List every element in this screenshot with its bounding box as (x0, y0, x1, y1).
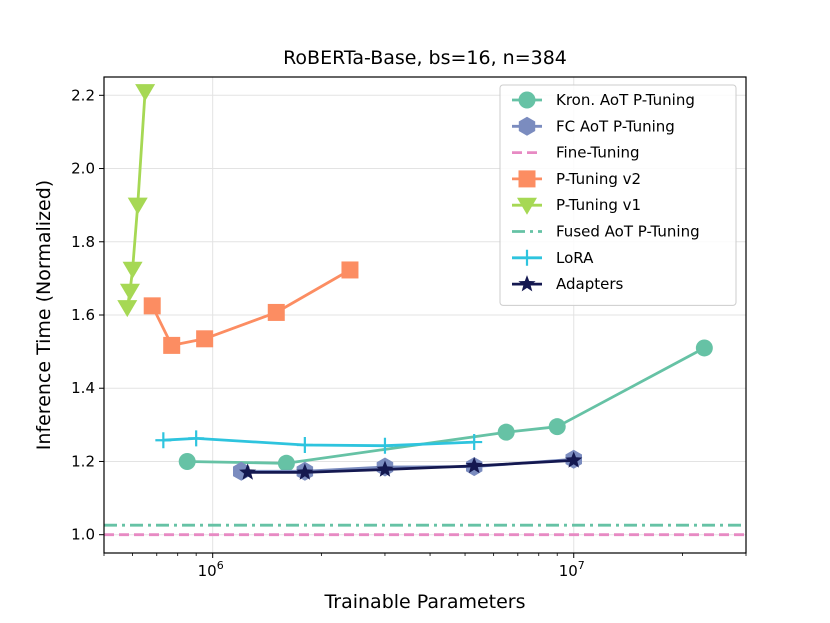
series-line (150, 268, 351, 347)
legend-item-lora: LoRA (512, 249, 594, 267)
y-tick-label: 1.2 (71, 452, 95, 470)
legend-label: Adapters (556, 275, 624, 293)
data-point (296, 436, 313, 453)
series-lora (155, 430, 483, 454)
y-tick-label: 1.8 (71, 233, 95, 251)
legend-label: P-Tuning v2 (556, 170, 641, 188)
legend-marker (517, 197, 537, 215)
series-p-tuning-v1 (117, 84, 156, 318)
legend-marker (518, 170, 536, 188)
chart-title: RoBERTa-Base, bs=16, n=384 (283, 47, 567, 69)
legend-label: FC AoT P-Tuning (556, 117, 675, 135)
y-tick-label: 1.0 (71, 526, 95, 544)
data-point (188, 430, 205, 447)
legend-item-fine-tuning: Fine-Tuning (512, 144, 640, 162)
data-point (341, 261, 359, 279)
data-point (163, 336, 181, 354)
legend-item-fc-aot-p-tuning: FC AoT P-Tuning (512, 116, 675, 136)
legend-item-adapters: Adapters (512, 275, 624, 293)
x-tick-label: 107 (559, 559, 585, 580)
data-point (127, 197, 148, 215)
legend-item-fused-aot-p-tuning: Fused AoT P-Tuning (512, 223, 700, 241)
data-point (497, 423, 515, 441)
legend: Kron. AoT P-Tuning FC AoT P-Tuning Fine-Tu… (499, 84, 737, 306)
data-point (239, 463, 257, 480)
legend-label: P-Tuning v1 (556, 196, 641, 214)
y-tick-label: 2.0 (71, 160, 95, 178)
legend-marker (519, 249, 535, 266)
legend-item-p-tuning-v2: P-Tuning v2 (512, 170, 641, 188)
data-point (465, 456, 483, 474)
data-point (376, 460, 394, 477)
data-point (695, 339, 713, 357)
y-axis: 1.0 1.2 1.4 1.6 1.8 2.0 2.2 (71, 86, 104, 544)
x-tick-label: 106 (198, 559, 224, 580)
data-point (178, 452, 196, 470)
data-point (296, 463, 314, 480)
data-point (376, 437, 393, 454)
y-axis-label: Inference Time (Normalized) (33, 180, 55, 450)
data-point (466, 434, 483, 451)
data-point (122, 261, 143, 279)
data-point (155, 432, 172, 449)
data-point (565, 451, 583, 468)
data-point (267, 303, 285, 321)
legend-label: Fused AoT P-Tuning (556, 223, 700, 241)
legend-marker (518, 91, 536, 109)
series-line (187, 346, 705, 465)
data-point (143, 297, 161, 315)
x-axis-label: Trainable Parameters (323, 591, 525, 613)
series-adapters (239, 451, 583, 480)
y-tick-label: 1.6 (71, 306, 95, 324)
data-point (196, 330, 214, 348)
legend-marker (518, 116, 536, 136)
legend-label: LoRA (556, 249, 594, 267)
series-kron-aot-p-tuning (178, 339, 713, 472)
series-p-tuning-v2 (143, 261, 359, 354)
legend-marker (518, 275, 536, 292)
legend-label: Fine-Tuning (556, 144, 640, 162)
series-layer (104, 84, 746, 537)
legend-item-p-tuning-v1: P-Tuning v1 (512, 196, 641, 215)
y-tick-label: 1.4 (71, 379, 95, 397)
data-point (119, 283, 140, 301)
legend-item-kron-aot-p-tuning: Kron. AoT P-Tuning (512, 91, 695, 109)
y-tick-label: 2.2 (71, 86, 95, 104)
legend-box (499, 84, 737, 306)
data-point (277, 454, 295, 472)
x-axis: 106 107 (103, 553, 747, 580)
data-point (548, 418, 566, 436)
legend-label: Kron. AoT P-Tuning (556, 91, 695, 109)
data-point (135, 84, 156, 102)
data-point (117, 300, 138, 318)
